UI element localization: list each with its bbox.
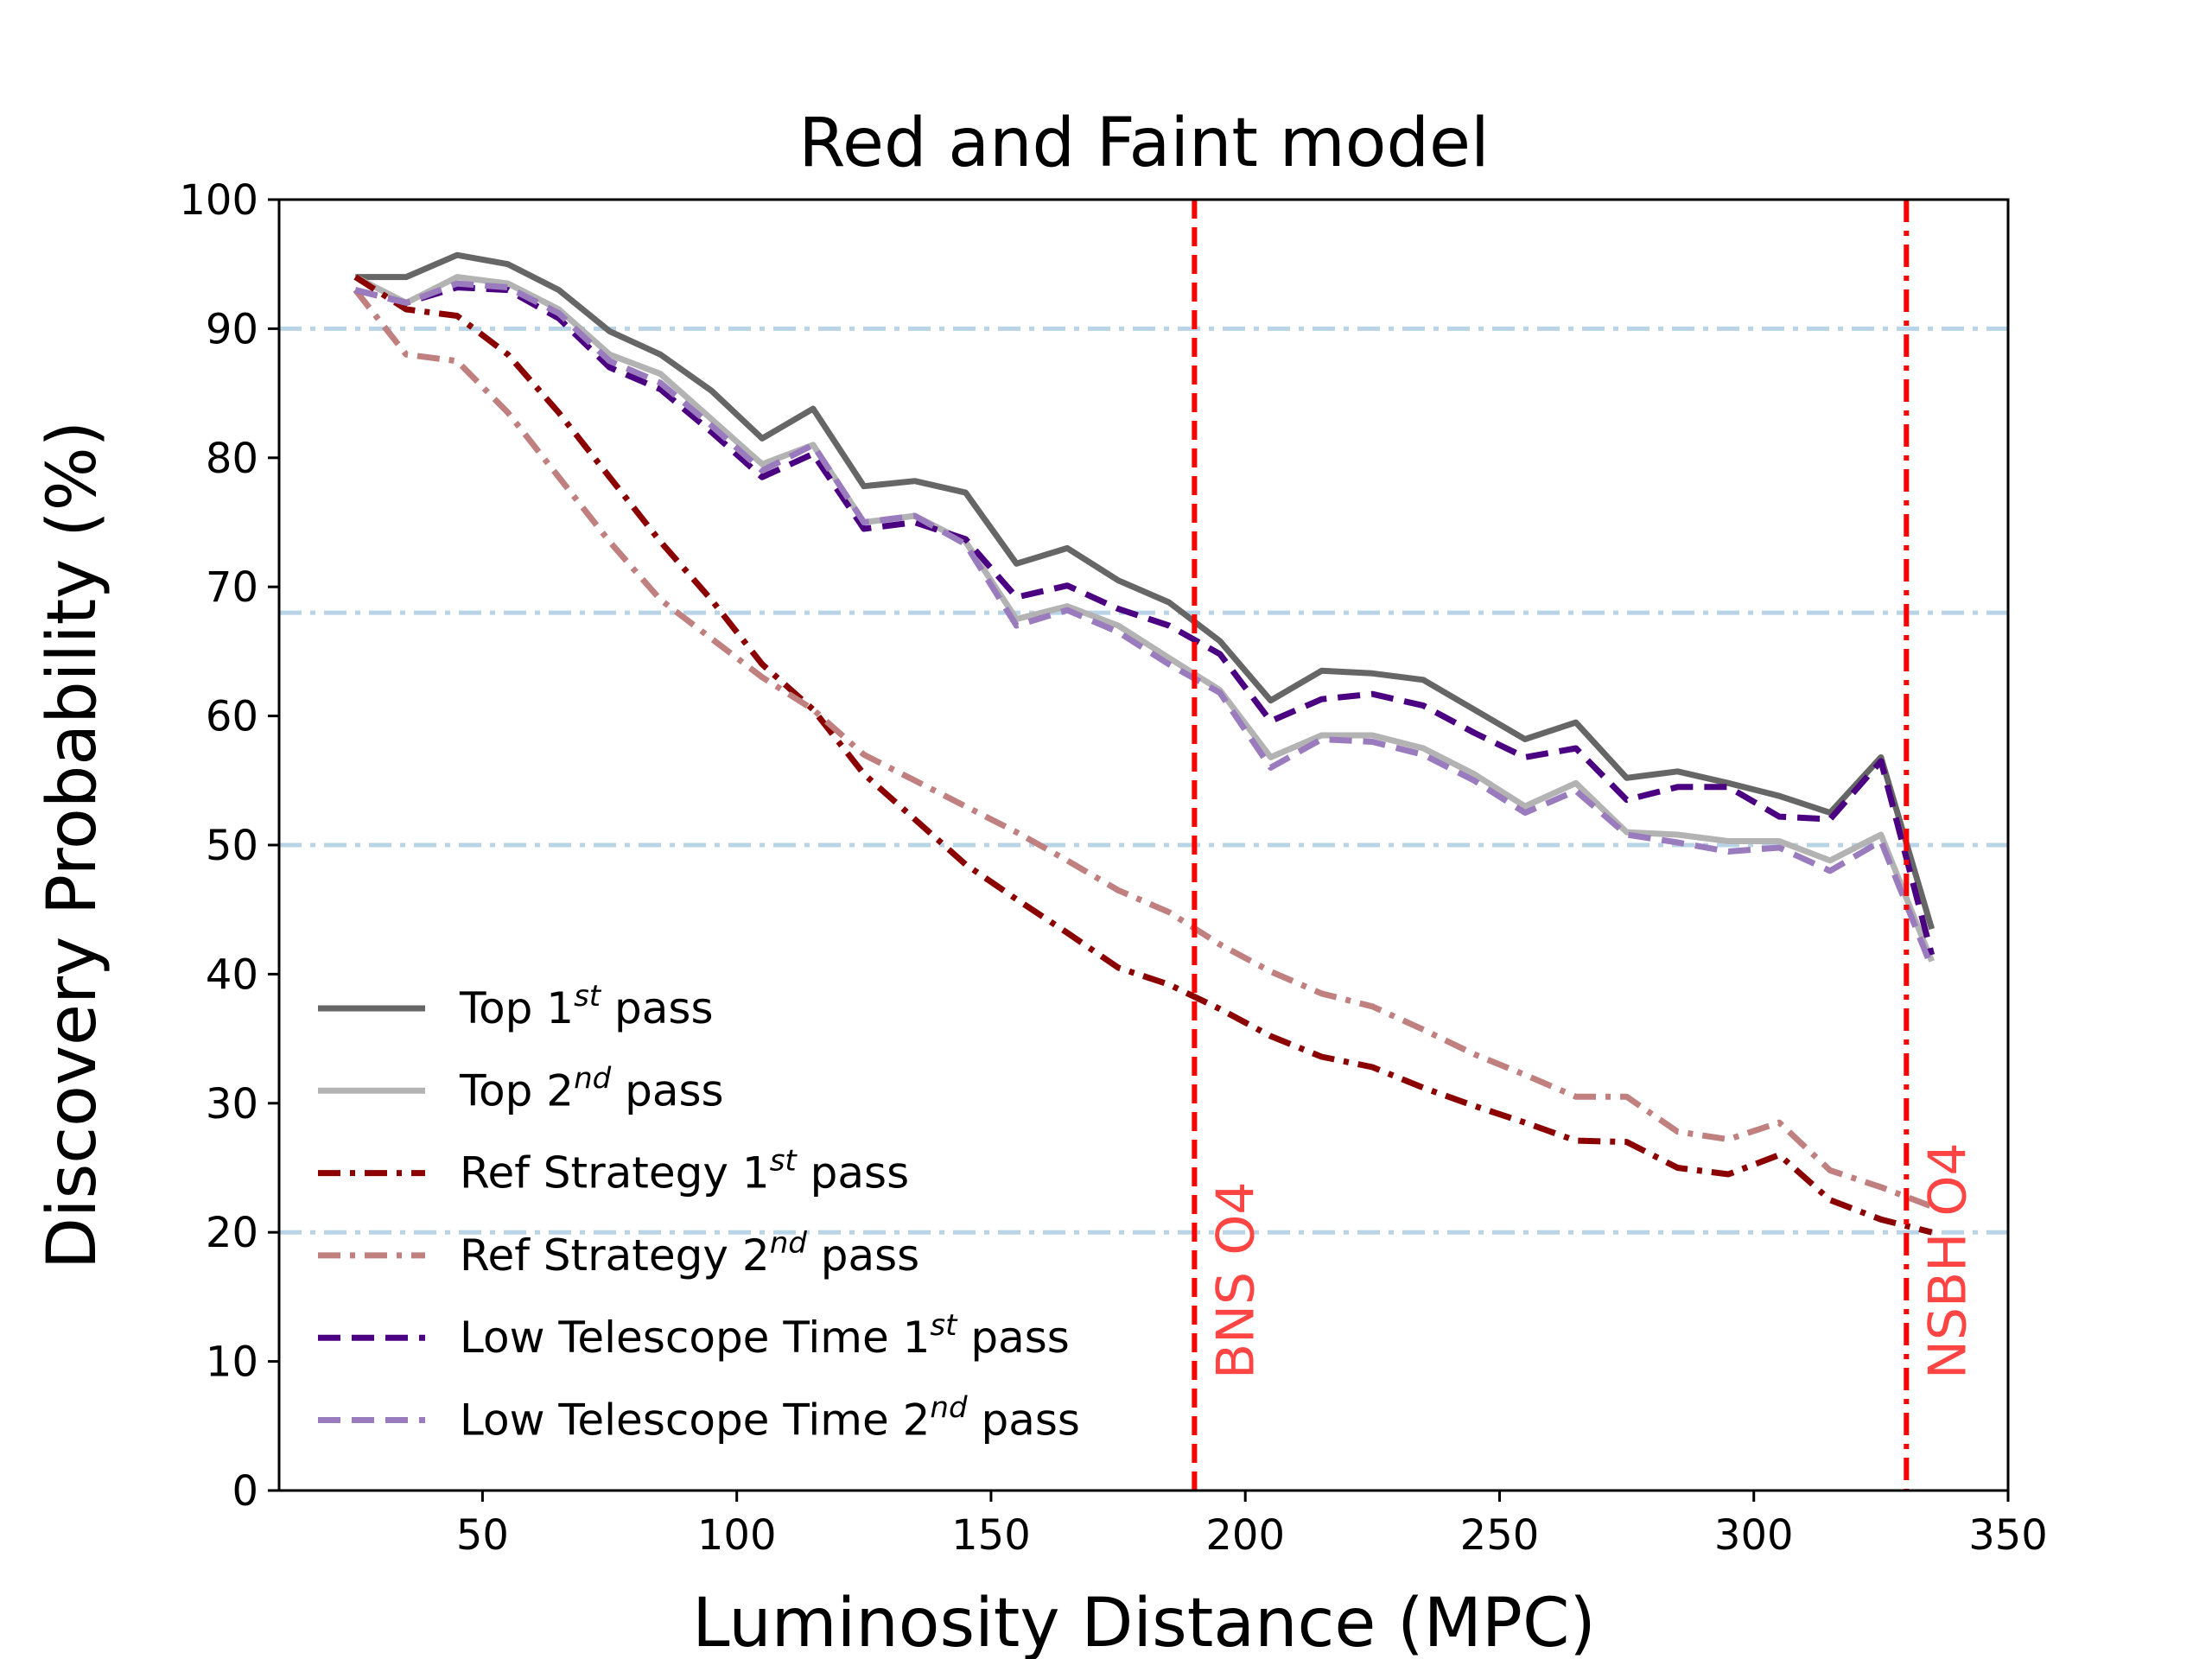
- y-tick-label-10: 100: [179, 176, 258, 225]
- x-tick-label-2: 150: [951, 1511, 1031, 1560]
- y-tick-label-3: 30: [206, 1080, 258, 1128]
- y-tick-label-7: 70: [206, 563, 258, 612]
- y-tick-label-4: 40: [206, 950, 258, 999]
- y-tick-label-9: 90: [206, 305, 258, 353]
- y-tick-label-1: 10: [206, 1338, 258, 1387]
- legend-label-3: Ref Strategy 2nd pass: [460, 1226, 919, 1281]
- x-tick-label-1: 100: [697, 1511, 777, 1560]
- legend-label-4: Low Telescope Time 1st pass: [460, 1308, 1070, 1363]
- x-axis-label: Luminosity Distance (MPC): [692, 1585, 1596, 1659]
- x-axis-ticks: 50 100 150 200 250 300 350: [456, 1491, 2048, 1560]
- y-tick-label-2: 20: [206, 1209, 258, 1257]
- y-axis-ticks: 0 10 20 30 40 50 60 70 80 90 100: [179, 176, 279, 1516]
- legend-label-1: Top 2nd pass: [459, 1061, 724, 1116]
- series-line-2: [353, 274, 1933, 1236]
- y-axis-label: Discovery Probability (%): [34, 421, 111, 1269]
- y-tick-label-0: 0: [232, 1467, 258, 1516]
- y-tick-label-8: 80: [206, 435, 258, 483]
- reference-hlines: [279, 326, 2008, 1235]
- legend-label-5: Low Telescope Time 2nd pass: [460, 1391, 1080, 1446]
- legend-label-2: Ref Strategy 1st pass: [460, 1144, 909, 1198]
- reference-vlines: BNS O4 NSBH O4: [1192, 200, 1978, 1491]
- legend: Top 1st pass Top 2nd pass Ref Strategy 1st…: [318, 979, 1080, 1446]
- x-tick-label-4: 250: [1460, 1511, 1540, 1560]
- y-tick-label-5: 50: [206, 822, 258, 870]
- series-lines: [353, 251, 1936, 1236]
- vline-label-0: BNS O4: [1205, 1181, 1266, 1379]
- series-line-0: [355, 251, 1936, 931]
- x-tick-label-6: 350: [1968, 1511, 2048, 1560]
- x-tick-label-5: 300: [1714, 1511, 1794, 1560]
- y-tick-label-6: 60: [206, 693, 258, 741]
- series-line-1: [353, 274, 1935, 963]
- vline-label-1: NSBH O4: [1917, 1142, 1978, 1379]
- x-tick-label-0: 50: [456, 1511, 509, 1560]
- series-line-3: [353, 288, 1933, 1210]
- chart-title: Red and Faint model: [798, 105, 1489, 182]
- x-tick-label-3: 200: [1205, 1511, 1285, 1560]
- series-line-5: [354, 280, 1935, 969]
- legend-label-0: Top 1st pass: [459, 979, 714, 1033]
